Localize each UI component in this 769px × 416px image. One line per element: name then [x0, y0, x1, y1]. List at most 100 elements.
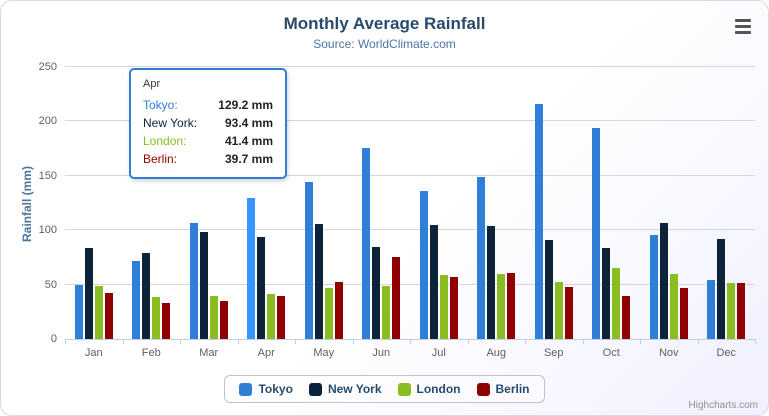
- bar-london-dec[interactable]: [727, 283, 736, 339]
- hamburger-icon: [735, 31, 751, 34]
- tooltip-value: 39.7 mm: [224, 152, 273, 166]
- bar-berlin-dec[interactable]: [737, 283, 746, 339]
- bar-london-nov[interactable]: [669, 274, 678, 339]
- tooltip-value: 93.4 mm: [224, 116, 273, 130]
- bar-london-sep[interactable]: [554, 282, 563, 339]
- bar-tokyo-oct[interactable]: [592, 127, 601, 339]
- tooltip-header: Apr: [143, 78, 161, 90]
- bar-tokyo-jun[interactable]: [362, 147, 371, 339]
- bar-tokyo-dec[interactable]: [707, 279, 716, 339]
- legend-wrap: Tokyo New York London Berlin: [1, 375, 768, 403]
- category-slot-mar: Mar: [180, 67, 237, 359]
- tooltip-value: 41.4 mm: [224, 134, 273, 148]
- bar-berlin-feb[interactable]: [162, 302, 171, 339]
- x-axis-tick: [65, 339, 66, 344]
- x-axis-tick: [295, 339, 296, 344]
- bar-new-york-aug[interactable]: [487, 225, 496, 339]
- x-axis-label: Dec: [716, 347, 737, 359]
- bar-tokyo-nov[interactable]: [649, 235, 658, 339]
- bar-new-york-jun[interactable]: [372, 247, 381, 339]
- bar-new-york-nov[interactable]: [659, 223, 668, 339]
- bar-tokyo-may[interactable]: [304, 182, 313, 339]
- y-axis-label: 200: [38, 115, 57, 128]
- bar-berlin-apr[interactable]: [277, 295, 286, 339]
- bar-london-aug[interactable]: [497, 274, 506, 339]
- tooltip-series-name: Berlin:: [143, 152, 178, 166]
- bar-new-york-oct[interactable]: [602, 248, 611, 339]
- bar-new-york-sep[interactable]: [544, 239, 553, 339]
- y-axis-label: 100: [38, 224, 57, 237]
- gridline: [65, 229, 755, 231]
- legend-item-tokyo[interactable]: Tokyo: [239, 382, 293, 396]
- bar-london-jan[interactable]: [94, 285, 103, 339]
- bar-new-york-mar[interactable]: [199, 231, 208, 339]
- bar-new-york-dec[interactable]: [717, 238, 726, 339]
- bar-tokyo-mar[interactable]: [189, 223, 198, 339]
- legend-item-london[interactable]: London: [397, 382, 461, 396]
- bar-tokyo-jul[interactable]: [419, 191, 428, 339]
- legend-swatch-icon: [308, 382, 322, 396]
- category-slot-jun: Jun: [353, 67, 410, 359]
- bar-london-mar[interactable]: [209, 296, 218, 339]
- bar-berlin-may[interactable]: [334, 281, 343, 339]
- gridline: [65, 174, 755, 176]
- bar-tokyo-feb[interactable]: [132, 261, 141, 339]
- credits-link[interactable]: Highcharts.com: [688, 400, 758, 411]
- hamburger-icon: [735, 25, 751, 28]
- bar-berlin-jun[interactable]: [392, 256, 401, 339]
- bar-berlin-sep[interactable]: [564, 287, 573, 339]
- x-axis-label: Oct: [602, 347, 620, 359]
- bar-tokyo-sep[interactable]: [534, 103, 543, 339]
- bar-new-york-feb[interactable]: [142, 253, 151, 339]
- x-axis-tick: [525, 339, 526, 344]
- x-axis-label: Jul: [431, 347, 446, 359]
- bar-new-york-apr[interactable]: [257, 237, 266, 339]
- x-axis-tick: [122, 339, 124, 344]
- bar-berlin-mar[interactable]: [219, 301, 228, 339]
- bar-london-apr[interactable]: [267, 293, 276, 339]
- bar-tokyo-aug[interactable]: [477, 177, 486, 339]
- x-axis-label: Jun: [372, 347, 391, 359]
- bar-berlin-oct[interactable]: [622, 296, 631, 339]
- bar-london-may[interactable]: [324, 287, 333, 339]
- bar-new-york-may[interactable]: [314, 223, 323, 339]
- category-slot-aug: Aug: [468, 67, 525, 359]
- bar-new-york-jan[interactable]: [84, 248, 93, 339]
- bar-london-feb[interactable]: [152, 296, 161, 339]
- bar-london-oct[interactable]: [612, 268, 621, 339]
- x-axis-tick: [697, 339, 699, 344]
- bar-berlin-aug[interactable]: [507, 273, 516, 339]
- bar-berlin-jan[interactable]: [104, 292, 113, 339]
- x-axis-label: Sep: [543, 347, 564, 359]
- category-slot-may: May: [295, 67, 352, 359]
- bar-berlin-jul[interactable]: [449, 276, 458, 339]
- x-axis-label: Feb: [141, 347, 161, 359]
- bar-tokyo-apr[interactable]: [247, 198, 256, 339]
- tooltip-value: 129.2 mm: [218, 98, 273, 112]
- tooltip-series-name: New York:: [143, 116, 198, 130]
- bar-berlin-nov[interactable]: [679, 288, 688, 339]
- bar-london-jun[interactable]: [382, 286, 391, 339]
- tooltip-series-name: Tokyo:: [143, 98, 178, 112]
- bar-london-jul[interactable]: [439, 274, 448, 339]
- category-slot-jul: Jul: [410, 67, 467, 359]
- bar-new-york-jul[interactable]: [429, 224, 438, 339]
- legend-item-berlin[interactable]: Berlin: [476, 382, 530, 396]
- chart-subtitle: Source: WorldClimate.com: [313, 37, 456, 51]
- tooltip-row: Berlin: 39.7 mm: [143, 150, 273, 168]
- bar-tokyo-jan[interactable]: [74, 284, 83, 339]
- x-axis-label: Aug: [486, 347, 507, 359]
- x-axis-label: Jan: [84, 347, 103, 359]
- category-slot-feb: Feb: [123, 67, 180, 359]
- legend-label: London: [416, 382, 461, 396]
- hamburger-icon: [735, 19, 751, 22]
- legend-item-new-york[interactable]: New York: [308, 382, 382, 396]
- x-axis-tick: [755, 339, 756, 344]
- legend-swatch-icon: [397, 382, 411, 396]
- gridline: [65, 66, 755, 67]
- x-axis-label: May: [313, 347, 335, 359]
- export-menu-button[interactable]: [732, 18, 754, 35]
- category-slot-sep: Sep: [525, 67, 582, 359]
- y-axis-label: 0: [50, 333, 57, 345]
- gridline: [65, 283, 755, 285]
